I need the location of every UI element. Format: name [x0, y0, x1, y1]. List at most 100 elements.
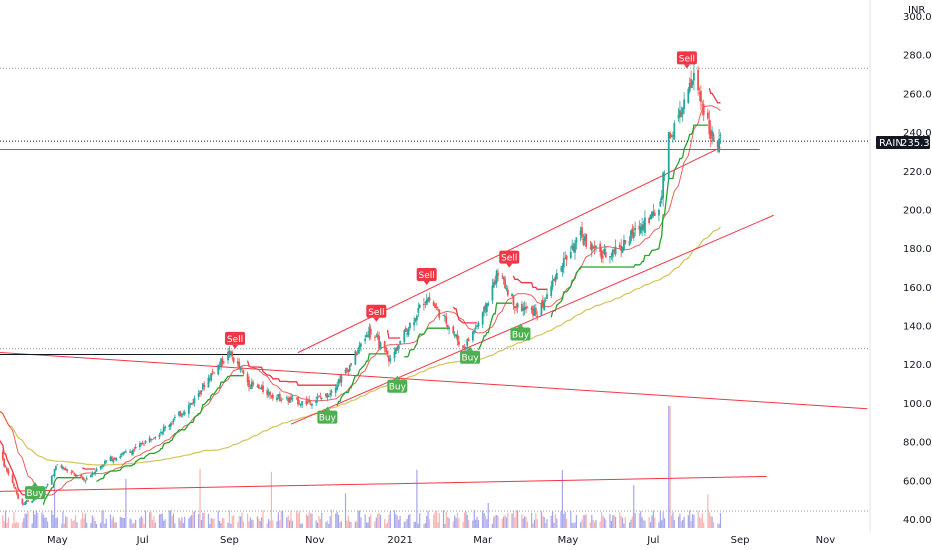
- volume-bar: [91, 515, 93, 528]
- volume-bar: [700, 518, 702, 528]
- candle-body: [25, 500, 28, 503]
- volume-bar: [21, 522, 23, 528]
- candle-body: [701, 104, 704, 106]
- candle-body: [210, 373, 213, 381]
- candle-body: [154, 436, 157, 439]
- candle-body: [375, 335, 378, 337]
- time-tick-label: Jul: [136, 535, 149, 546]
- volume-bar: [503, 516, 505, 528]
- candle-body: [162, 427, 165, 432]
- supertrend-line: [246, 360, 336, 386]
- candle-body: [337, 379, 340, 384]
- volume-bar: [640, 511, 642, 528]
- candle-body: [340, 374, 343, 383]
- volume-bar: [60, 523, 63, 528]
- signal-label: Sell: [501, 254, 517, 264]
- volume-bar: [122, 517, 124, 528]
- volume-bar: [184, 516, 186, 528]
- candle-body: [326, 393, 329, 398]
- candle-body: [551, 280, 554, 288]
- volume-bar: [543, 517, 545, 528]
- candle-body: [239, 367, 242, 370]
- candle-body: [618, 244, 621, 248]
- volume-bar: [129, 518, 131, 528]
- price-tick-label: 200.00: [903, 205, 932, 216]
- candle-body: [712, 134, 715, 142]
- candle-body: [301, 401, 304, 405]
- signals-layer: Buy Sell Buy Sell Buy Sell Buy Sell Buy Sell: [24, 51, 697, 500]
- candle-body: [648, 218, 651, 224]
- candle-body: [50, 475, 53, 485]
- volume-bar: [468, 520, 470, 528]
- candle-body: [101, 465, 104, 468]
- candle-body: [173, 416, 176, 419]
- candle-body: [614, 246, 617, 255]
- candle-body: [308, 399, 311, 402]
- volume-bar: [63, 523, 65, 528]
- price-tick-label: 80.00: [903, 438, 932, 449]
- candle-body: [495, 270, 498, 284]
- volume-bar: [315, 520, 317, 528]
- candle-body: [6, 468, 8, 472]
- slow-moving-average-line: [0, 226, 721, 466]
- candle-body: [320, 397, 323, 400]
- candle-body: [388, 355, 390, 362]
- volume-bar: [181, 517, 183, 528]
- candle-body: [613, 250, 616, 252]
- volume-bar: [406, 518, 408, 528]
- supertrend-line: [386, 329, 401, 339]
- candle-body: [295, 397, 298, 399]
- candle-body: [81, 476, 84, 480]
- candle-body: [232, 357, 235, 363]
- volume-bar: [202, 512, 204, 528]
- volume-bar: [535, 513, 537, 528]
- sell-signal: Sell: [676, 51, 697, 69]
- volume-bar: [326, 520, 328, 528]
- price-tick-label: 40.00: [903, 515, 932, 526]
- volume-bar: [633, 485, 635, 528]
- volume-bar: [532, 523, 534, 528]
- volume-bar: [642, 520, 645, 528]
- volume-bar: [452, 521, 454, 528]
- candle-body: [543, 301, 546, 311]
- candle-body: [485, 303, 488, 312]
- volume-bar: [81, 512, 84, 528]
- volume-bar: [340, 521, 342, 528]
- candle-body: [248, 380, 250, 388]
- candle-body: [639, 226, 642, 234]
- volume-bar: [605, 519, 607, 528]
- candle-body: [403, 330, 406, 343]
- candle-body: [105, 460, 108, 462]
- volume-bar: [610, 521, 612, 528]
- volume-bar: [612, 515, 614, 528]
- candle-body: [199, 391, 201, 395]
- signal-label: Buy: [389, 383, 407, 393]
- volume-bar: [300, 523, 302, 528]
- price-axis[interactable]: 40.00 60.00 80.00 100.00 120.00 140.00 160.00 1…: [869, 0, 932, 532]
- volume-bar: [542, 515, 544, 528]
- candle-body: [718, 138, 720, 153]
- candle-body: [574, 242, 576, 253]
- volume-bar: [466, 514, 468, 528]
- volume-bar: [525, 516, 527, 528]
- volume-bar: [135, 519, 137, 528]
- volume-bar: [164, 519, 166, 528]
- volume-bar: [178, 517, 180, 528]
- volume-bar: [554, 513, 557, 528]
- volume-bar: [288, 520, 291, 528]
- time-axis[interactable]: May Jul Sep Nov 2021 Mar May Jul Sep Nov: [47, 535, 835, 546]
- volume-bar: [595, 520, 597, 528]
- volume-bar: [220, 523, 222, 528]
- candle-body: [168, 425, 171, 427]
- volume-bar: [133, 522, 135, 528]
- volume-bar: [570, 511, 572, 528]
- volume-bar: [330, 510, 333, 528]
- candle-body: [467, 339, 470, 341]
- candle-body: [593, 246, 596, 248]
- candle-body: [231, 351, 234, 357]
- volume-bar: [682, 519, 684, 528]
- volume-bar: [240, 516, 242, 528]
- volume-bar: [370, 514, 372, 528]
- volume-bar: [482, 510, 484, 528]
